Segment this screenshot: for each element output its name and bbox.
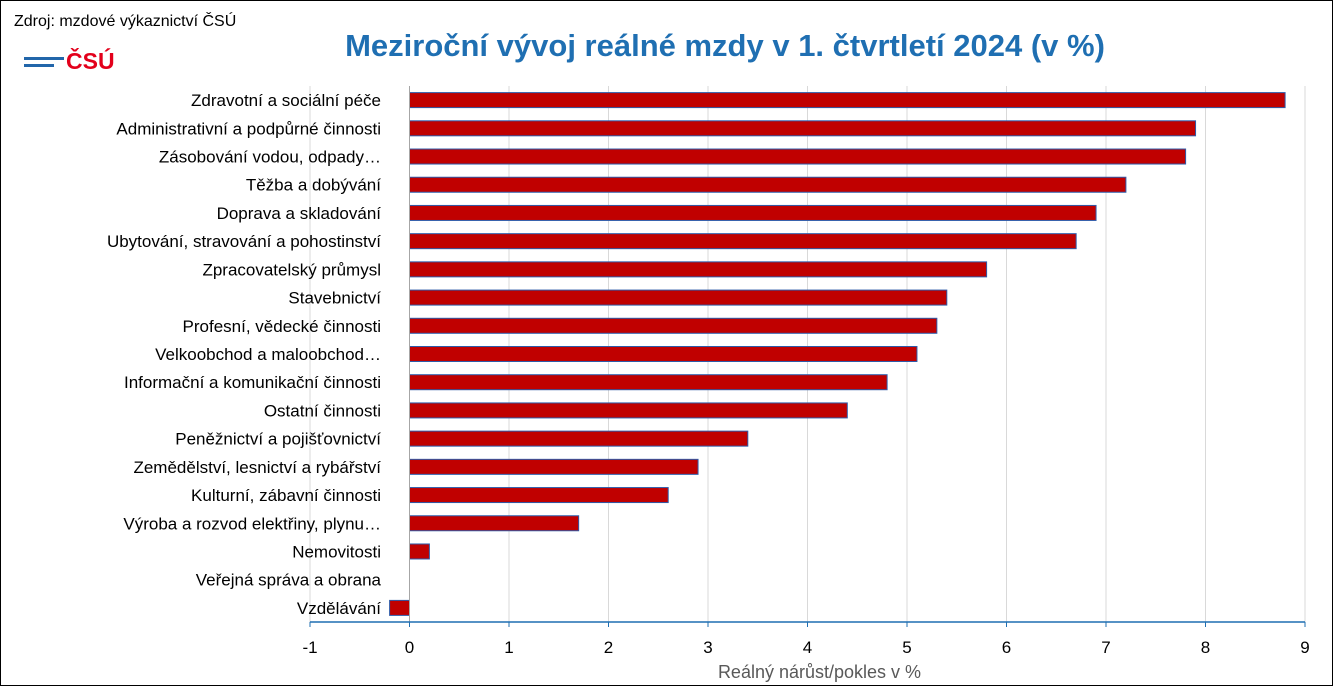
bar bbox=[409, 289, 948, 306]
category-label: Veřejná správa a obrana bbox=[196, 571, 382, 590]
category-label: Stavebnictví bbox=[288, 289, 381, 308]
bar bbox=[409, 148, 1187, 165]
bar bbox=[409, 120, 1197, 137]
x-tick-label: 4 bbox=[803, 638, 812, 657]
category-label: Zásobování vodou, odpady… bbox=[159, 148, 381, 167]
x-tick-label: 5 bbox=[902, 638, 911, 657]
x-tick-label: 3 bbox=[703, 638, 712, 657]
x-tick-label: -1 bbox=[302, 638, 317, 657]
category-label: Informační a komunikační činnosti bbox=[124, 373, 381, 392]
x-axis-title: Reálný nárůst/pokles v % bbox=[718, 662, 921, 682]
x-tick-label: 7 bbox=[1101, 638, 1110, 657]
category-label: Kulturní, zábavní činnosti bbox=[191, 486, 381, 505]
x-tick-label: 9 bbox=[1300, 638, 1309, 657]
bar bbox=[409, 204, 1097, 221]
category-label: Ubytování, stravování a pohostinství bbox=[107, 232, 381, 251]
logo-text: ČSÚ bbox=[66, 48, 115, 74]
csu-logo: ČSÚ bbox=[24, 48, 124, 78]
bar bbox=[409, 402, 848, 419]
category-label: Nemovitosti bbox=[292, 542, 381, 561]
category-label: Výroba a rozvod elektřiny, plynu… bbox=[123, 514, 381, 533]
bar bbox=[409, 430, 749, 447]
x-tick-label: 8 bbox=[1201, 638, 1210, 657]
bar bbox=[409, 317, 938, 334]
bar bbox=[409, 515, 580, 532]
category-label: Zpracovatelský průmysl bbox=[202, 260, 381, 279]
category-label: Velkoobchod a maloobchod… bbox=[155, 345, 381, 364]
bar bbox=[409, 487, 669, 504]
category-label: Zemědělství, lesnictví a rybářství bbox=[133, 458, 381, 477]
logo-line-middle bbox=[24, 64, 54, 67]
bar bbox=[389, 599, 411, 616]
bar bbox=[409, 261, 988, 278]
bar bbox=[409, 458, 699, 475]
bar bbox=[409, 374, 888, 391]
x-tick-label: 6 bbox=[1002, 638, 1011, 657]
x-tick-label: 0 bbox=[405, 638, 414, 657]
category-label: Ostatní činnosti bbox=[264, 401, 381, 420]
bar bbox=[409, 92, 1286, 109]
category-label: Peněžnictví a pojišťovnictví bbox=[175, 430, 381, 449]
bar bbox=[409, 543, 430, 560]
source-note: Zdroj: mzdové výkaznictví ČSÚ bbox=[14, 13, 237, 30]
bar bbox=[409, 233, 1077, 250]
category-label: Zdravotní a sociální péče bbox=[191, 91, 381, 110]
bar bbox=[409, 176, 1127, 193]
category-label: Administrativní a podpůrné činnosti bbox=[116, 119, 381, 138]
chart-title: Meziroční vývoj reálné mzdy v 1. čtvrtle… bbox=[345, 28, 1105, 63]
x-tick-label: 2 bbox=[604, 638, 613, 657]
category-label: Těžba a dobývání bbox=[246, 176, 381, 195]
x-tick-label: 1 bbox=[504, 638, 513, 657]
category-label: Vzdělávání bbox=[297, 599, 381, 618]
category-label: Doprava a skladování bbox=[217, 204, 382, 223]
category-label: Profesní, vědecké činnosti bbox=[183, 317, 381, 336]
bar bbox=[409, 346, 918, 362]
logo-line-top bbox=[24, 57, 64, 60]
